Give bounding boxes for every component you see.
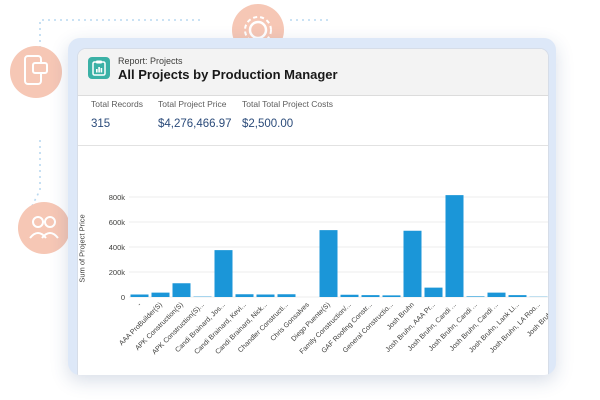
bar[interactable] (151, 292, 170, 297)
report-title: All Projects by Production Manager (118, 67, 338, 82)
bar[interactable] (445, 195, 464, 297)
bar[interactable] (256, 294, 275, 298)
bar[interactable] (382, 295, 401, 297)
bar[interactable] (172, 283, 191, 297)
bar[interactable] (361, 295, 380, 297)
divider (78, 145, 548, 146)
report-icon (88, 57, 110, 79)
bar[interactable] (466, 296, 485, 297)
report-header: Report: Projects All Projects by Product… (78, 49, 548, 96)
stat-total-project-price: Total Project Price $4,276,466.97 (158, 99, 232, 130)
bar[interactable] (319, 230, 338, 297)
report-card: Report: Projects All Projects by Product… (68, 38, 556, 375)
stat-total-project-costs: Total Total Project Costs $2,500.00 (242, 99, 333, 130)
stat-value: $2,500.00 (242, 118, 294, 130)
y-tick-label: 200k (109, 268, 126, 277)
stat-value: 315 (91, 118, 111, 130)
bar[interactable] (487, 292, 506, 297)
stat-label: Total Total Project Costs (242, 99, 334, 109)
bar[interactable] (403, 230, 422, 297)
bar[interactable] (214, 250, 233, 297)
report-type-label: Report: Projects (118, 56, 183, 66)
bar[interactable] (424, 287, 443, 297)
y-tick-label: 400k (109, 243, 126, 252)
report-panel: Report: Projects All Projects by Product… (77, 48, 549, 375)
x-tick-label: - (136, 301, 143, 308)
bar[interactable] (508, 295, 527, 297)
bar[interactable] (235, 294, 254, 297)
stat-value: $4,276,466.97 (158, 118, 232, 130)
stat-label: Total Project Price (158, 99, 227, 109)
x-tick-label: Diego Puente(S) (290, 301, 332, 343)
x-tick-label: Chris Gonsalves (270, 301, 312, 343)
bar[interactable] (340, 294, 359, 297)
stat-label: Total Records (91, 99, 143, 109)
y-tick-label: 600k (109, 218, 126, 227)
bar[interactable] (130, 294, 149, 298)
stat-total-records: Total Records 315 (91, 99, 143, 130)
bar[interactable] (277, 294, 296, 297)
people-icon (18, 202, 70, 254)
y-tick-label: 0 (121, 293, 125, 302)
phone-chat-icon (10, 46, 62, 98)
y-tick-label: 800k (109, 193, 126, 202)
